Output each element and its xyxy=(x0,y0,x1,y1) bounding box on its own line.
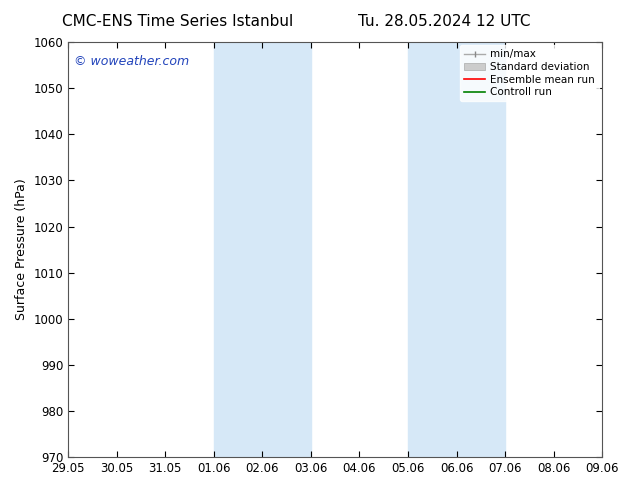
Bar xyxy=(214,42,311,457)
Text: CMC-ENS Time Series Istanbul: CMC-ENS Time Series Istanbul xyxy=(62,14,293,29)
Bar xyxy=(408,42,505,457)
Text: © woweather.com: © woweather.com xyxy=(74,54,189,68)
Y-axis label: Surface Pressure (hPa): Surface Pressure (hPa) xyxy=(15,179,28,320)
Text: Tu. 28.05.2024 12 UTC: Tu. 28.05.2024 12 UTC xyxy=(358,14,530,29)
Legend: min/max, Standard deviation, Ensemble mean run, Controll run: min/max, Standard deviation, Ensemble me… xyxy=(460,45,599,101)
